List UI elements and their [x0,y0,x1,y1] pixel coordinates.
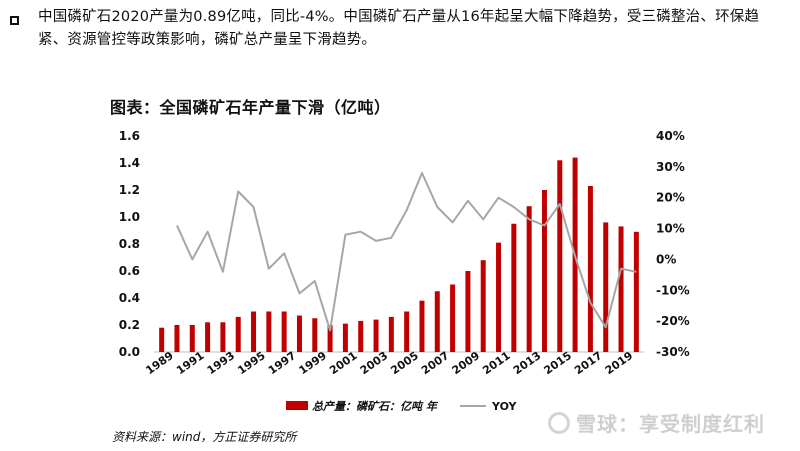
x-tick-label: 2009 [450,349,483,377]
chart-title: 图表：全国磷矿石年产量下滑（亿吨） [110,98,391,117]
x-tick-label: 2001 [327,349,360,377]
y-right-tick-label: -30% [656,345,690,359]
y-right-tick-label: 0% [656,252,676,266]
bar [541,190,547,352]
bar [388,316,394,352]
y-left-tick-label: 1.2 [119,183,140,197]
bar [189,325,195,352]
bar [633,231,639,352]
bar [312,318,318,352]
bar [434,291,440,352]
bar [358,320,364,352]
bar [404,311,410,352]
x-tick-label: 1989 [143,349,176,377]
y-right-tick-label: 30% [656,160,685,174]
x-tick-label: 1993 [205,349,238,377]
y-right-tick-label: 40% [656,129,685,143]
x-tick-label: 2003 [358,349,391,377]
x-tick-label: 2017 [572,349,605,377]
bullet-square [10,16,19,25]
bar [266,311,272,352]
x-tick-label: 1995 [235,349,268,377]
bar [587,185,593,352]
bar [281,311,287,352]
bar [327,325,333,352]
x-tick-label: 2005 [388,349,421,377]
y-left-tick-label: 1.0 [119,210,140,224]
watermark-text: 雪球：享受制度红利 [576,412,765,436]
bar [235,316,241,352]
y-left-tick-label: 0.0 [119,345,140,359]
x-tick-label: 2019 [603,349,636,377]
y-left-tick-label: 1.6 [119,129,140,143]
y-left-tick-label: 0.6 [119,264,140,278]
bar [174,325,180,352]
x-tick-label: 2013 [511,349,544,377]
bar [450,284,456,352]
bar [342,323,348,352]
legend-bar-swatch [286,401,308,410]
legend-bar-label: 总产量：磷矿石：亿吨 年 [312,400,439,413]
legend-line-label: YOY [491,400,518,413]
intro-paragraph: 中国磷矿石2020产量为0.89亿吨，同比-4%。中国磷矿石产量从16年起呈大幅… [38,9,760,48]
y-left-tick-label: 0.2 [119,318,140,332]
bar [557,160,563,352]
bar [159,327,165,352]
snowball-logo-icon [548,412,570,434]
bar [419,300,425,352]
yoy-line [176,172,637,332]
bar [373,319,379,352]
watermark: 雪球：享受制度红利 [548,408,765,437]
x-tick-label: 2011 [480,349,513,377]
y-left-tick-label: 1.4 [119,156,140,170]
y-right-tick-label: 20% [656,191,685,205]
bar [205,322,211,352]
y-right-tick-label: 10% [656,222,685,236]
bar [480,260,486,352]
x-tick-label: 2015 [542,349,575,377]
y-left-tick-label: 0.8 [119,237,140,251]
bar [296,315,302,352]
bar [220,322,226,352]
x-tick-label: 1999 [297,349,330,377]
x-tick-label: 1991 [174,349,207,377]
bar [526,206,532,352]
bar [465,271,471,352]
bar [618,226,624,352]
bar [511,223,517,352]
y-right-tick-label: -10% [656,283,690,297]
x-tick-label: 2007 [419,349,452,377]
bar [496,242,502,352]
bar [251,311,257,352]
y-right-tick-label: -20% [656,314,690,328]
source-note: 资料来源：wind，方正证券研究所 [112,430,297,444]
x-tick-label: 1997 [266,349,299,377]
bar [603,222,609,352]
y-left-tick-label: 0.4 [119,291,140,305]
